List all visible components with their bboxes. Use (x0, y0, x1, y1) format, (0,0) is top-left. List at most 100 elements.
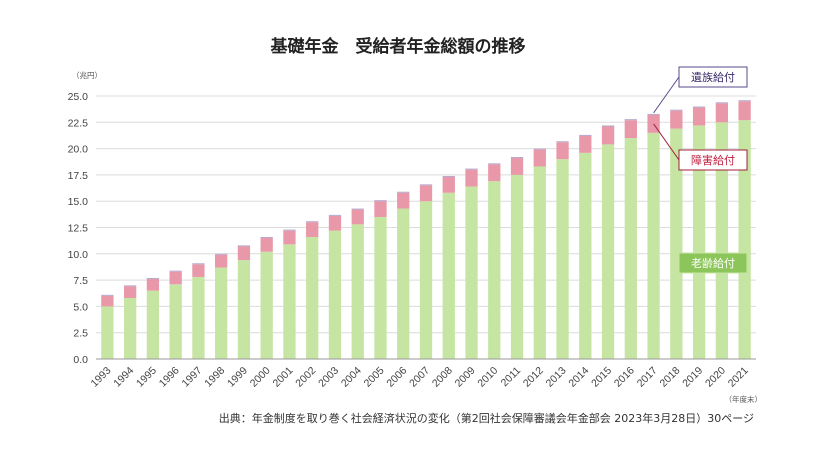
bar-segment-old-age (101, 306, 114, 359)
y-axis-unit-label: （兆円） (72, 70, 102, 80)
x-tick-label: 2019 (680, 365, 705, 390)
bar-segment-old-age (624, 138, 637, 359)
bar-segment-survivor (328, 214, 342, 216)
bar-segment-survivor (579, 134, 592, 136)
bar-segment-disability (283, 230, 296, 245)
x-tick-label: 2006 (384, 365, 409, 390)
bar-segment-old-age (260, 251, 273, 359)
bar-segment-old-age (351, 224, 364, 359)
bar-segment-survivor (738, 100, 751, 102)
bar-segment-old-age (192, 276, 205, 359)
bar-segment-survivor (670, 109, 683, 111)
bar-segment-old-age (215, 267, 228, 359)
x-tick-label: 2009 (453, 365, 478, 390)
bar-segment-disability (328, 215, 342, 231)
bar-segment-survivor (533, 148, 546, 150)
x-tick-label: 1998 (202, 365, 227, 390)
bar-segment-disability (715, 103, 729, 123)
y-tick-label: 17.5 (68, 170, 89, 182)
y-tick-label: 10.0 (68, 249, 89, 261)
bar-segment-survivor (647, 113, 660, 115)
x-tick-label: 2005 (362, 365, 387, 390)
x-axis-ticks: 1993199419951996199719981999200020012002… (88, 365, 750, 390)
x-tick-label: 2011 (499, 365, 524, 390)
bar-segment-survivor (624, 119, 637, 121)
bar-segment-survivor (192, 263, 205, 265)
bar-segment-old-age (670, 128, 683, 359)
bar-segment-disability (351, 209, 364, 225)
bar-segment-disability (215, 254, 228, 268)
bar-segment-disability (146, 279, 160, 291)
bar-segment-old-age (146, 290, 160, 359)
bar-segment-survivor (374, 200, 387, 202)
bar-segment-disability (374, 201, 387, 217)
bar-segment-disability (442, 177, 455, 193)
source-note: 出典：年金制度を取り巻く社会経済状況の変化（第2回社会保障審議会年金部会 202… (219, 411, 754, 425)
bar-segment-old-age (738, 120, 751, 359)
bar-segment-old-age (556, 159, 569, 359)
bar-segment-disability (237, 246, 251, 261)
bar-segment-survivor (169, 270, 182, 272)
bar-segment-survivor (488, 163, 501, 165)
bar-segment-disability (101, 295, 114, 307)
x-tick-label: 2003 (316, 365, 341, 390)
x-tick-label: 2004 (339, 365, 364, 390)
bar-segment-old-age (579, 152, 592, 359)
bar-segment-disability (488, 164, 501, 182)
bar-segment-old-age (647, 132, 660, 359)
bar-segment-disability (419, 185, 433, 202)
bar-segment-survivor (601, 125, 615, 127)
y-tick-label: 7.5 (73, 275, 88, 287)
bar-segment-disability (260, 238, 273, 252)
bar-segment-survivor (237, 245, 251, 247)
x-tick-label: 1997 (180, 365, 205, 390)
y-tick-label: 25.0 (68, 91, 89, 103)
x-tick-label: 2021 (726, 365, 751, 390)
x-tick-label: 2010 (475, 365, 500, 390)
bar-segment-disability (192, 264, 205, 277)
callout-label: 老齢給付 (691, 256, 735, 270)
bar-segment-old-age (692, 125, 706, 360)
x-tick-label: 2020 (703, 365, 728, 390)
x-tick-label: 2007 (407, 365, 432, 390)
bar-segment-old-age (715, 122, 729, 359)
bar-segment-old-age (328, 230, 342, 359)
y-tick-label: 5.0 (73, 301, 88, 313)
callout-label: 障害給付 (691, 153, 735, 167)
y-tick-label: 12.5 (68, 223, 89, 235)
bar-segment-disability (692, 107, 706, 126)
bar-segment-survivor (397, 191, 410, 193)
callout-box (678, 252, 748, 274)
callout-leader-line (653, 123, 680, 161)
y-tick-label: 0.0 (73, 354, 88, 366)
bar-segment-survivor (715, 102, 729, 104)
bar-segment-survivor (283, 229, 296, 231)
bar-segment-survivor (692, 106, 706, 108)
bar-segment-survivor (556, 141, 569, 143)
x-tick-label: 2018 (657, 365, 682, 390)
bar-segment-survivor (215, 253, 228, 255)
x-tick-label: 1996 (157, 365, 182, 390)
callout-box (678, 149, 748, 171)
bar-segment-disability (556, 142, 569, 160)
bar-segment-old-age (283, 244, 296, 359)
bar-segment-survivor (442, 175, 455, 178)
bar-segment-disability (397, 192, 410, 209)
bar-segment-disability (123, 286, 137, 298)
bar-segment-old-age (601, 144, 615, 359)
y-tick-label: 22.5 (68, 117, 89, 129)
bar-segment-old-age (465, 186, 478, 359)
callout-leader-line (653, 76, 680, 114)
x-tick-label: 2016 (612, 365, 637, 390)
bar-segment-disability (465, 169, 478, 187)
x-tick-label: 2008 (430, 365, 455, 390)
x-tick-label: 1993 (88, 365, 113, 390)
x-tick-label: 2013 (544, 365, 569, 390)
bar-segment-disability (510, 158, 524, 175)
x-tick-label: 2015 (589, 365, 614, 390)
x-tick-label: 2012 (521, 365, 546, 390)
bar-segment-survivor (510, 157, 524, 159)
bar-segment-old-age (419, 201, 433, 359)
bar-segment-survivor (351, 208, 364, 210)
